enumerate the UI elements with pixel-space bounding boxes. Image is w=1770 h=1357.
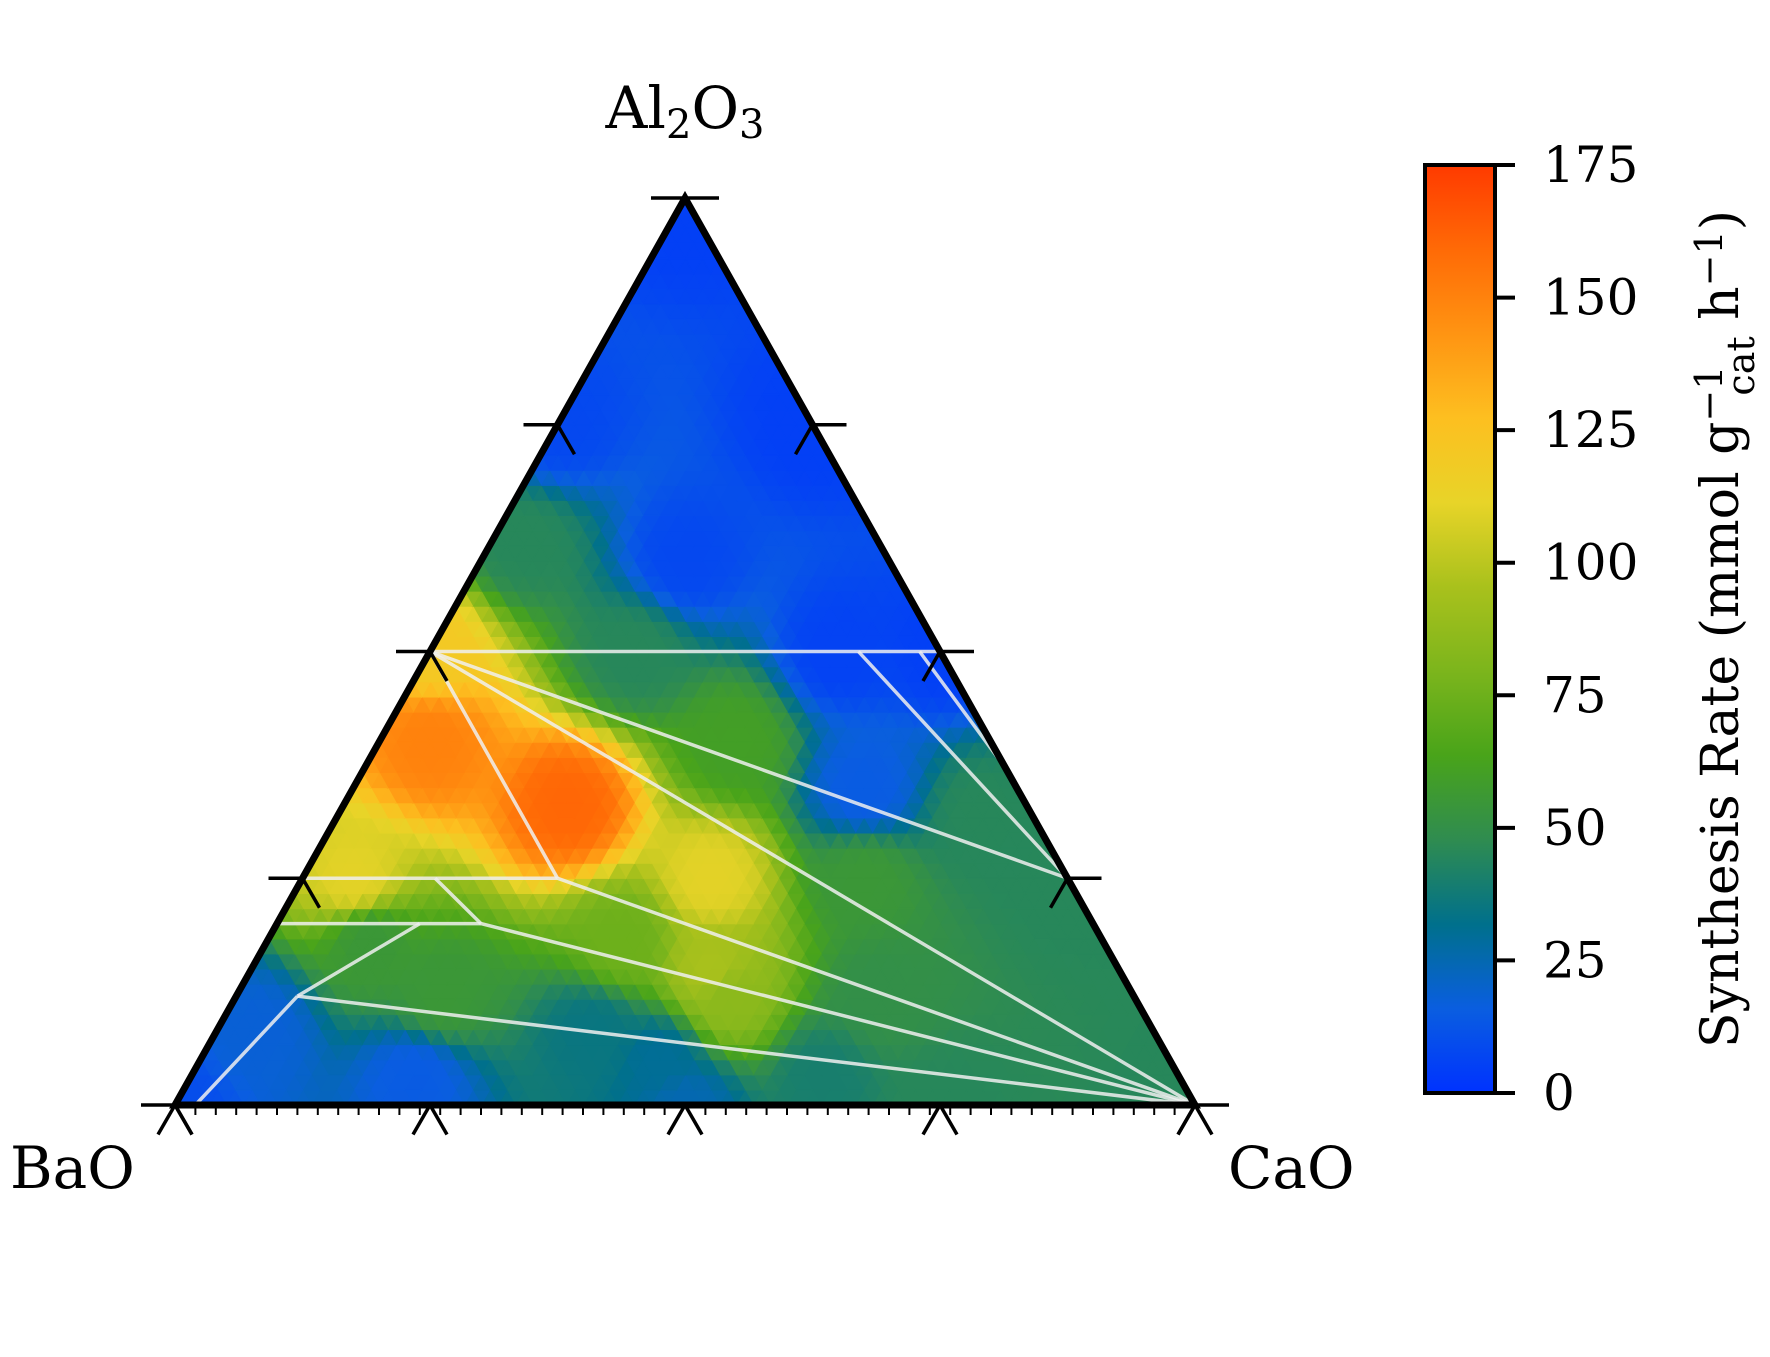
tie-line xyxy=(480,921,1195,1105)
axis-tick xyxy=(1193,1104,1214,1136)
colorbar: 0 25 50 75 100 125 150 175 Synthesis Rate (mmol… xyxy=(1423,136,1763,1122)
axis-tick xyxy=(938,1104,959,1136)
tie-line xyxy=(857,650,1069,880)
axis-tick xyxy=(173,1104,194,1136)
tie-line xyxy=(296,922,421,998)
axis-tick xyxy=(1176,1104,1197,1136)
axis-tick xyxy=(300,877,322,909)
vertex-label-al2o3: Al2O3 xyxy=(605,74,765,148)
colorbar-tick-label: 75 xyxy=(1543,666,1607,724)
axis-tick xyxy=(683,197,704,229)
axis-tick xyxy=(921,1104,942,1136)
axis-tick xyxy=(1048,877,1070,909)
colorbar-tick-label: 100 xyxy=(1543,534,1638,592)
tie-lines xyxy=(194,649,1195,1105)
axis-tick xyxy=(921,650,942,682)
tie-line xyxy=(556,876,1195,1105)
triangle-ticks xyxy=(141,196,1229,1136)
tie-line xyxy=(429,649,1069,880)
axis-tick xyxy=(666,1104,687,1136)
tie-line xyxy=(194,994,299,1105)
axis-tick xyxy=(156,1104,177,1136)
colorbar-ticks: 0 25 50 75 100 125 150 175 xyxy=(1495,136,1638,1122)
colorbar-tick-label: 25 xyxy=(1543,931,1607,989)
vertex-label-bao: BaO xyxy=(10,1134,135,1202)
colorbar-label: Synthesis Rate (mmol g−1cat h−1) xyxy=(1687,210,1763,1048)
axis-tick xyxy=(555,423,577,456)
colorbar-tick-label: 150 xyxy=(1543,269,1638,327)
tie-line xyxy=(297,994,1195,1105)
colorbar-gradient xyxy=(1423,163,1497,1095)
rate-surface xyxy=(175,198,1195,1105)
axis-tick xyxy=(683,1104,704,1136)
tie-line xyxy=(429,649,1195,1105)
colorbar-tick-label: 175 xyxy=(1543,136,1638,194)
tie-line xyxy=(428,650,560,880)
colorbar-tick-label: 0 xyxy=(1543,1064,1575,1122)
axis-tick xyxy=(793,423,815,456)
vertex-label-cao: CaO xyxy=(1228,1134,1355,1202)
tie-line xyxy=(433,877,483,925)
axis-tick xyxy=(666,197,687,229)
axis-tick xyxy=(411,1104,432,1136)
colorbar-tick-label: 50 xyxy=(1543,799,1607,857)
axis-tick xyxy=(428,650,449,682)
axis-tick xyxy=(428,1104,449,1136)
colorbar-tick-label: 125 xyxy=(1543,401,1638,459)
